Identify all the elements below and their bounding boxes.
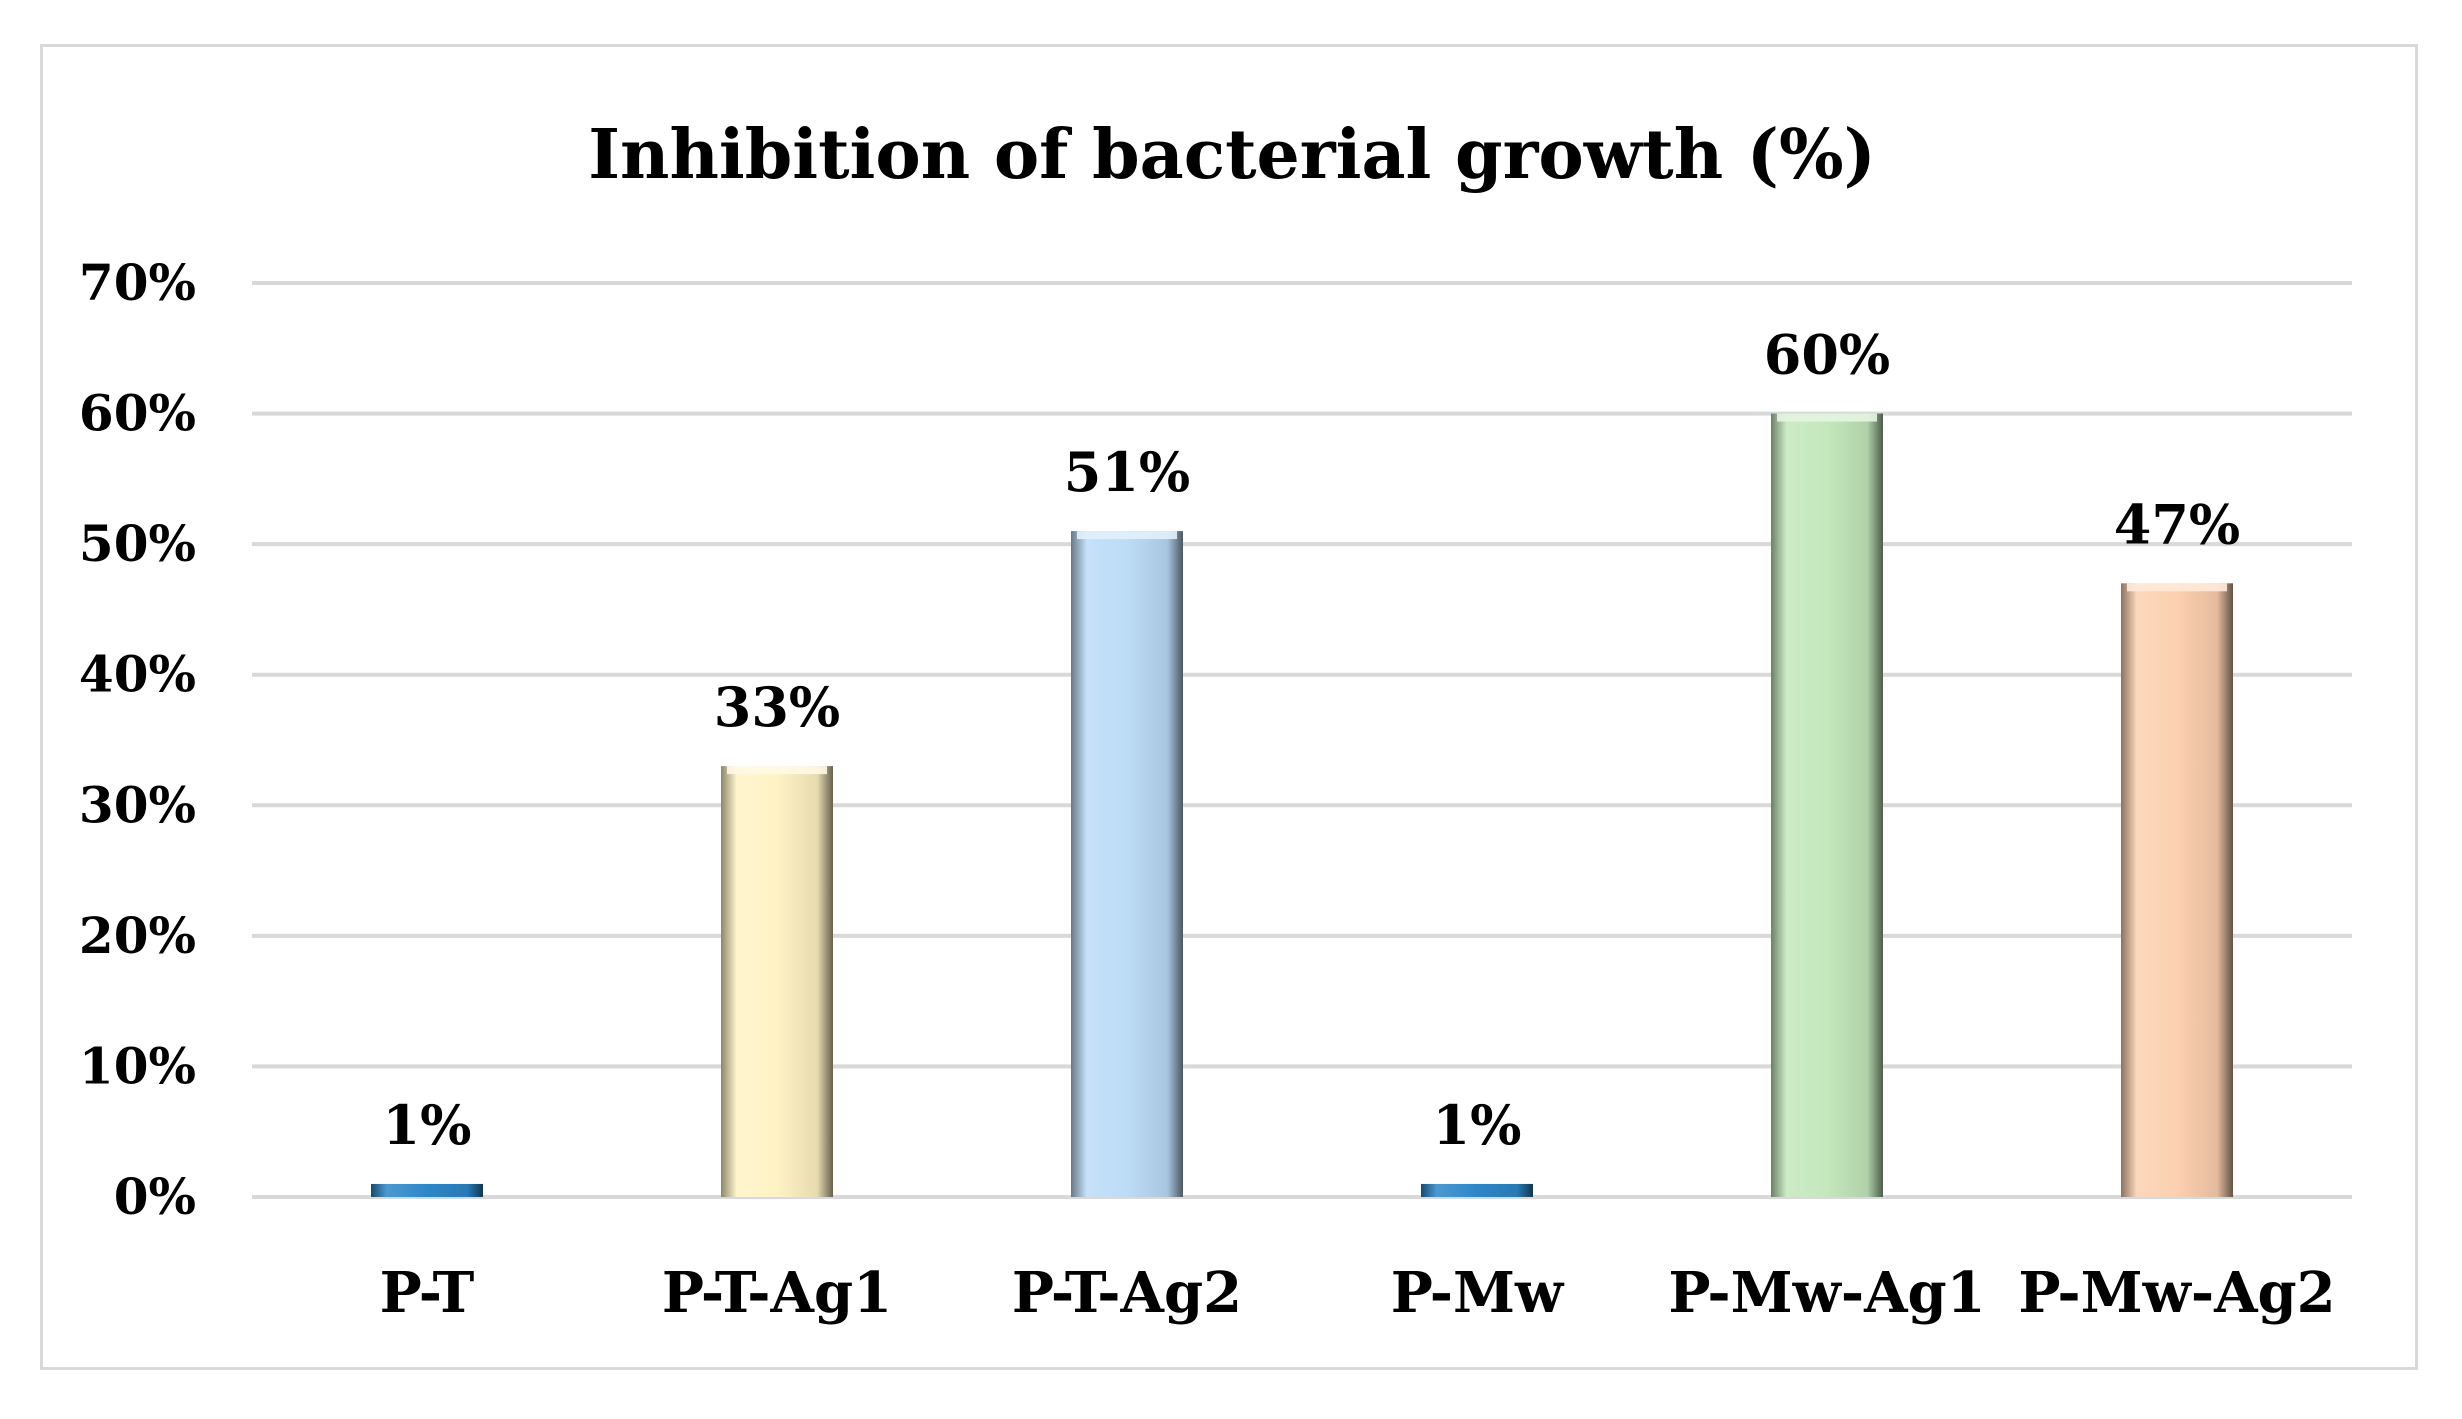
y-tick-label: 0% [114, 1167, 196, 1226]
bars [371, 413, 2233, 1198]
value-label-p-mw-ag2: 47% [2114, 492, 2240, 556]
y-tick-label: 50% [79, 514, 196, 573]
category-label-p-mw: P-Mw [1391, 1260, 1565, 1326]
x-axis-categories: P-T P-T-Ag1 P-T-Ag2 P-Mw P-Mw-Ag1 P-Mw-Ag2 [380, 1260, 2336, 1326]
y-tick-label: 70% [79, 253, 196, 312]
y-axis-ticks: 0% 10% 20% 30% 40% 50% 60% 70% [79, 253, 196, 1226]
value-label-p-mw: 1% [1433, 1093, 1522, 1157]
bar-p-mw [1421, 1183, 1533, 1197]
bar-bevel-p-t-ag1 [727, 766, 827, 775]
category-label-p-t: P-T [380, 1260, 475, 1326]
bar-p-t [371, 1183, 483, 1197]
category-label-p-mw-ag1: P-Mw-Ag1 [1668, 1260, 1985, 1326]
y-tick-label: 60% [79, 384, 196, 443]
value-label-p-mw-ag1: 60% [1764, 323, 1890, 387]
bar-p-t-ag2 [1071, 531, 1183, 1197]
bar-bevel-p-mw-ag1 [1777, 413, 1877, 422]
value-label-p-t-ag2: 51% [1064, 440, 1190, 504]
bar-p-t-ag1 [721, 766, 833, 1197]
y-tick-label: 20% [79, 906, 196, 965]
bar-p-mw-ag1 [1771, 413, 1883, 1198]
category-label-p-mw-ag2: P-Mw-Ag2 [2018, 1260, 2335, 1326]
y-tick-label: 40% [79, 645, 196, 704]
value-label-p-t: 1% [383, 1093, 472, 1157]
value-label-p-t-ag1: 33% [714, 675, 840, 739]
chart-title: Inhibition of bacterial growth (%) [588, 115, 1876, 195]
y-tick-label: 30% [79, 775, 196, 834]
gridlines [252, 281, 2352, 1199]
bar-bevel-p-t-ag2 [1077, 531, 1177, 540]
bar-bevel-p-mw-ag2 [2127, 583, 2227, 592]
category-label-p-t-ag1: P-T-Ag1 [662, 1260, 892, 1326]
chart-frame [40, 44, 2418, 1370]
category-label-p-t-ag2: P-T-Ag2 [1012, 1260, 1242, 1326]
bar-p-mw-ag2 [2121, 583, 2233, 1197]
y-tick-label: 10% [79, 1036, 196, 1095]
value-labels: 1% 33% 51% 1% 60% 47% [383, 323, 2241, 1157]
